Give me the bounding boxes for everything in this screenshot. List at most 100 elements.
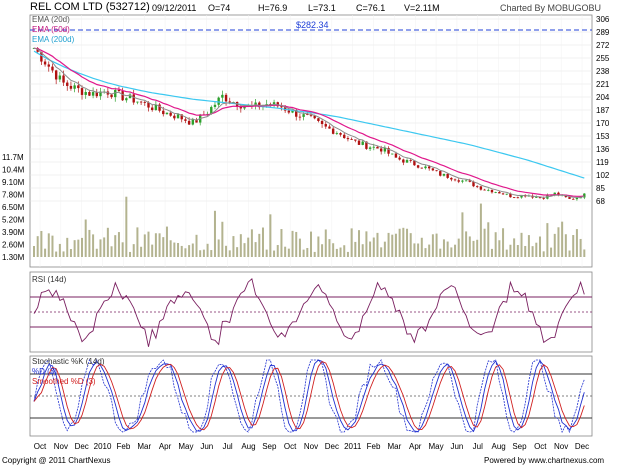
volume-bar (287, 248, 290, 257)
high-value: H=76.9 (258, 3, 288, 13)
candle (110, 94, 113, 99)
volume-tick-4: 6.50M (2, 203, 25, 212)
charted-by-label: Charted By MOBUGOBU (500, 3, 602, 13)
volume-bar (509, 244, 512, 257)
volume-bar (265, 249, 268, 257)
volume-bar (106, 227, 109, 257)
volume-bar (81, 237, 84, 257)
volume-bar (550, 247, 553, 257)
volume-bar (502, 228, 505, 257)
candle (461, 179, 464, 184)
volume-bar (409, 233, 412, 257)
stochastic-d-line (33, 359, 585, 433)
volume-bar (564, 234, 567, 257)
candle (165, 112, 169, 115)
volume-bar (88, 229, 91, 257)
ema200-line (33, 50, 585, 179)
volume-bar (121, 242, 124, 257)
stock-title: REL COM LTD (532712) (30, 1, 150, 13)
volume-bar (376, 232, 379, 257)
candle (221, 90, 224, 103)
stochastic-title: Stochastic %K (14d) (32, 357, 105, 366)
volume-bar (228, 250, 231, 257)
candle (91, 87, 95, 99)
legend-d: %D (3) (32, 367, 57, 376)
volume-tick-6: 3.90M (2, 228, 25, 237)
volume-bar (47, 233, 50, 257)
candle (387, 146, 390, 157)
candle (376, 146, 379, 149)
x-label-14: Dec (325, 442, 339, 451)
candle (575, 197, 579, 201)
volume-tick-5: 5.20M (2, 216, 25, 225)
volume-bar (136, 227, 139, 257)
open-value: O=74 (208, 3, 231, 13)
candle (73, 82, 76, 93)
volume-bar (180, 245, 183, 257)
price-panel: $282.34 EMA (20d) EMA (50d) EMA (200d) 3… (2, 14, 610, 268)
volume-bar (498, 240, 501, 257)
price-tick-2: 272 (596, 41, 610, 50)
volume-bar (535, 242, 538, 257)
copyright-text: Copyright @ 2011 ChartNexus (2, 456, 111, 465)
volume-bar (125, 196, 128, 257)
volume-bar (243, 243, 246, 257)
volume-bar (557, 227, 560, 257)
volume-bar (298, 238, 301, 257)
volume-bar (372, 237, 375, 257)
volume-bar (358, 230, 361, 257)
candle (346, 136, 350, 142)
x-label-3: 2010 (94, 442, 112, 451)
volume-bar (575, 229, 578, 257)
volume-tick-0: 11.7M (2, 153, 24, 162)
volume-bar (583, 249, 586, 257)
volume-bar (513, 238, 516, 257)
volume-bar (95, 248, 98, 257)
x-label-17: Mar (387, 442, 401, 451)
volume-bar (143, 234, 146, 257)
candle (173, 114, 176, 121)
volume-bar (165, 226, 168, 257)
candle (512, 197, 516, 199)
candle (501, 192, 505, 195)
candle (453, 178, 457, 182)
candle (424, 165, 427, 170)
x-label-7: May (178, 442, 193, 451)
price-tick-5: 221 (596, 80, 610, 89)
volume-bar (202, 249, 205, 257)
volume-bar (147, 231, 150, 257)
x-label-12: Oct (284, 442, 297, 451)
volume-bar (431, 234, 434, 257)
volume-bar (114, 235, 117, 257)
x-label-6: Apr (159, 442, 172, 451)
candle (213, 101, 217, 110)
candle (80, 85, 84, 100)
candle (298, 113, 302, 121)
price-tick-9: 153 (596, 132, 610, 141)
candle (516, 196, 520, 199)
volume-bar (250, 229, 253, 257)
candle (416, 164, 420, 169)
volume-bar (199, 250, 202, 257)
volume-bar (55, 251, 58, 257)
candle (343, 132, 346, 139)
volume-bar (324, 229, 327, 257)
volume-bar (191, 243, 194, 257)
volume-bar (117, 232, 120, 257)
legend-ema20: EMA (20d) (32, 15, 70, 24)
volume-bar (276, 245, 279, 257)
volume-bar (92, 234, 95, 257)
candle (487, 188, 490, 192)
volume-bar (162, 237, 165, 257)
x-label-23: Sep (512, 442, 527, 451)
volume-bar (479, 203, 482, 257)
rsi-line (33, 277, 585, 347)
candle (505, 193, 508, 196)
price-tick-12: 102 (596, 171, 610, 180)
ema50-line (33, 47, 585, 198)
candle (335, 131, 339, 135)
candle (494, 191, 497, 194)
candle (476, 185, 479, 189)
candle (368, 146, 372, 151)
volume-bar (343, 245, 346, 257)
